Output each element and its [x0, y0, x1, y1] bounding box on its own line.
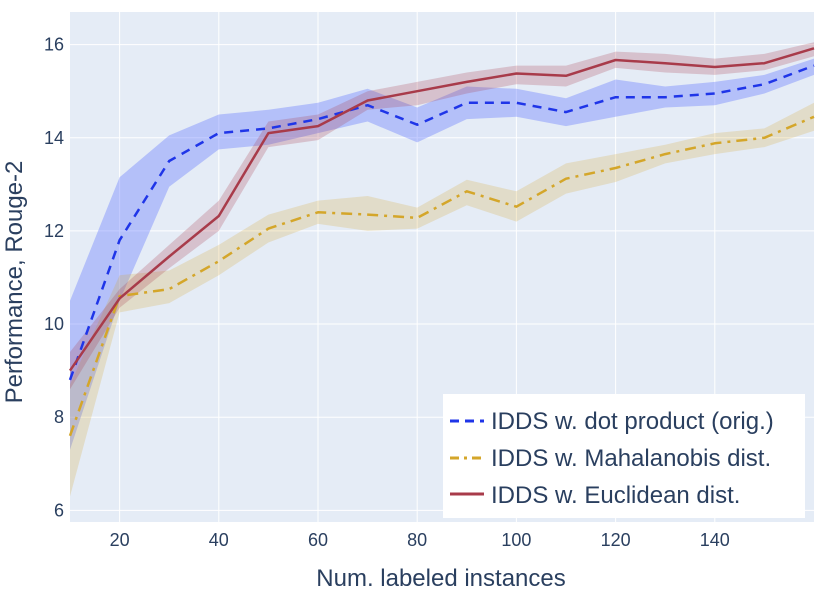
line-mahalanobis — [68, 115, 815, 437]
x-tick-label: 60 — [308, 530, 328, 550]
y-tick-label: 14 — [44, 128, 64, 148]
line-euclidean — [68, 47, 815, 372]
legend-label-dot-product: IDDS w. dot product (orig.) — [491, 408, 774, 435]
legend-box — [443, 394, 805, 518]
y-tick-label: 8 — [54, 407, 64, 427]
y-axis-title: Performance, Rouge-2 — [1, 161, 28, 404]
x-tick-label: 20 — [110, 530, 130, 550]
series-lines — [68, 47, 815, 437]
x-tick-label: 100 — [501, 530, 531, 550]
x-tick-labels: 20 40 60 80 100 120 140 — [110, 530, 730, 550]
band-dot-product — [70, 58, 814, 450]
x-tick-label: 140 — [700, 530, 730, 550]
legend-item-euclidean: IDDS w. Euclidean dist. — [450, 482, 740, 509]
legend-item-dot-product: IDDS w. dot product (orig.) — [450, 408, 774, 435]
y-tick-label: 6 — [54, 500, 64, 520]
legend-label-mahalanobis: IDDS w. Mahalanobis dist. — [491, 445, 771, 472]
y-tick-labels: 6 8 10 12 14 16 — [44, 35, 64, 521]
x-tick-label: 40 — [209, 530, 229, 550]
x-axis-title: Num. labeled instances — [316, 565, 565, 592]
grid-lines — [70, 12, 814, 522]
y-tick-label: 10 — [44, 314, 64, 334]
x-tick-label: 120 — [601, 530, 631, 550]
x-tick-label: 80 — [407, 530, 427, 550]
line-dot-product — [68, 64, 815, 381]
band-mahalanobis — [70, 102, 814, 497]
y-tick-label: 16 — [44, 35, 64, 55]
y-tick-label: 12 — [44, 221, 64, 241]
legend: IDDS w. dot product (orig.) IDDS w. Maha… — [443, 394, 805, 518]
legend-label-euclidean: IDDS w. Euclidean dist. — [491, 482, 740, 509]
legend-item-mahalanobis: IDDS w. Mahalanobis dist. — [450, 445, 771, 472]
